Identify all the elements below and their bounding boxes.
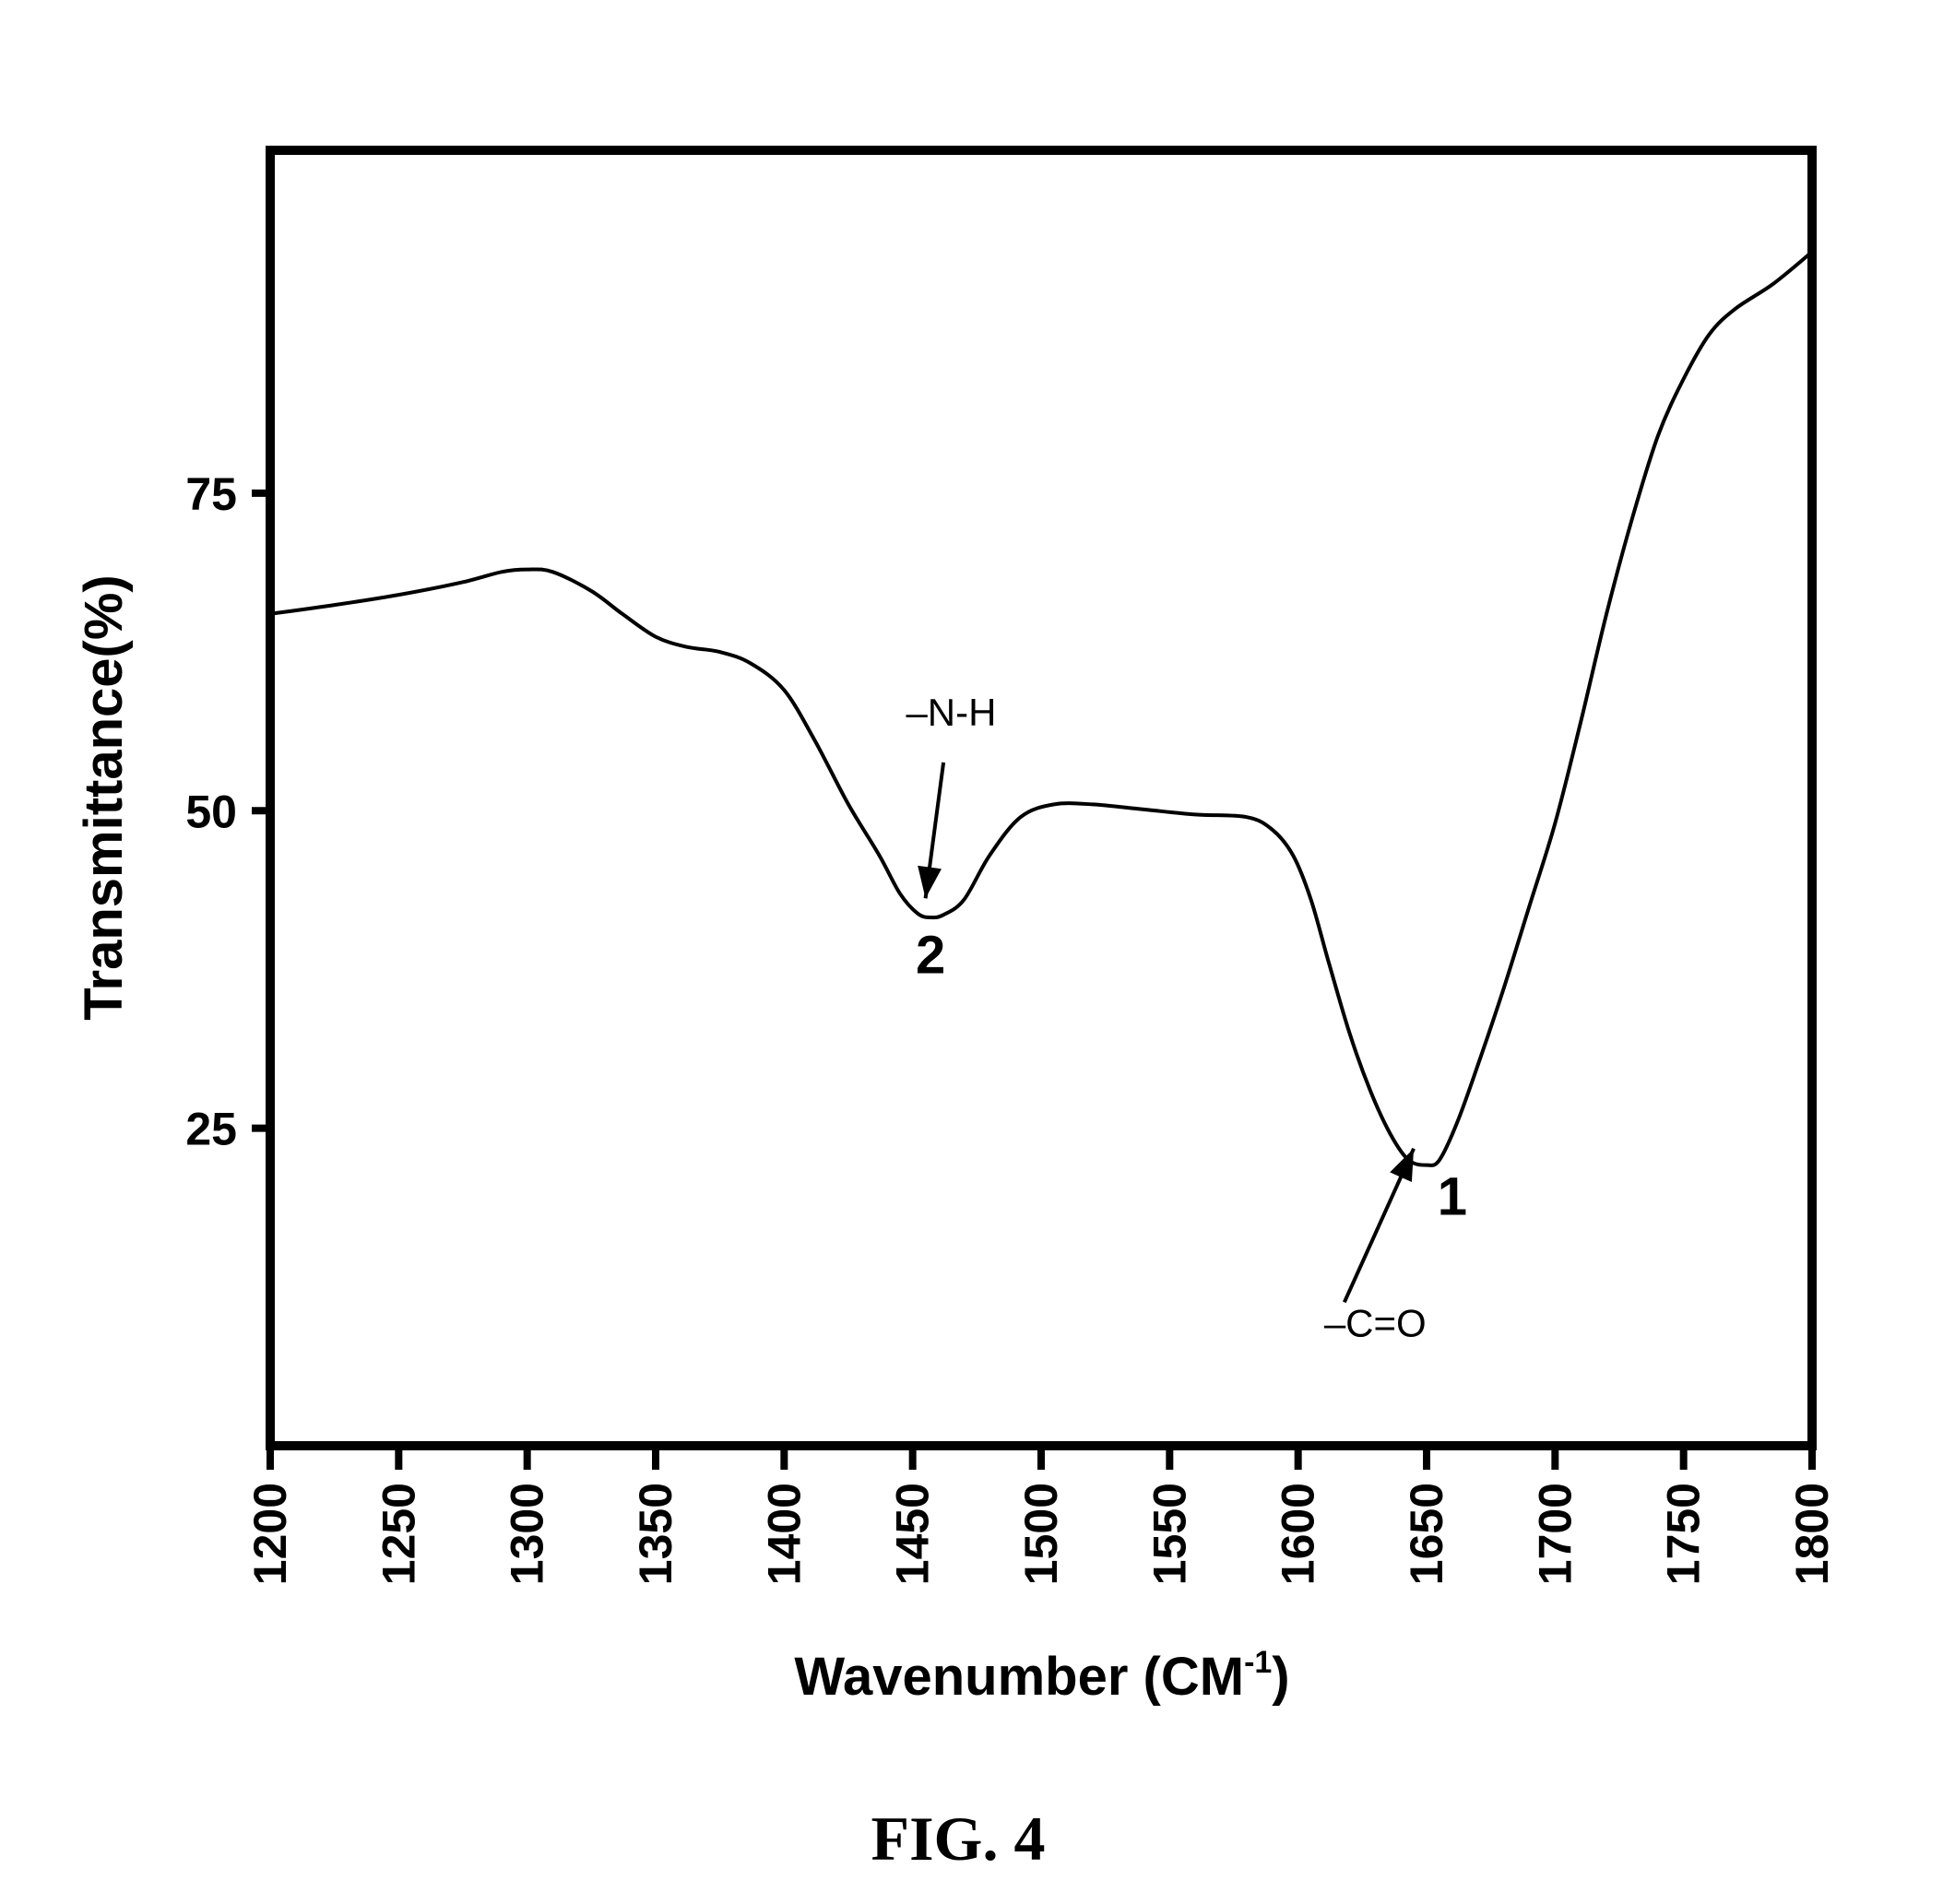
x-axis-title-main: Wavenumber (CM	[794, 1647, 1244, 1707]
x-tick-label: 1250	[373, 1483, 424, 1585]
x-axis-title-close: )	[1272, 1647, 1289, 1707]
transmittance-line	[268, 250, 1814, 1167]
peak-label-2: 2	[916, 926, 945, 986]
y-tick-label: 75	[185, 468, 237, 520]
x-tick-label: 1200	[244, 1483, 296, 1585]
x-axis-title: Wavenumber (CM-1)	[794, 1645, 1289, 1707]
group-label: –C=O	[1324, 1302, 1427, 1345]
x-tick-label: 1400	[758, 1483, 810, 1585]
plot-frame	[266, 146, 1817, 1450]
annotation-arrows	[918, 762, 1416, 1304]
x-axis-ticks: 1200 1250 1300 1350 1400 1450 1500 1550 1600 1650…	[244, 1446, 1838, 1585]
x-tick-label: 1600	[1273, 1483, 1324, 1585]
y-tick-label: 50	[185, 786, 237, 837]
annotation-arrow-2	[1343, 1147, 1416, 1304]
y-axis-title: Transmittance(%)	[74, 574, 134, 1020]
x-tick-label: 1350	[630, 1483, 681, 1585]
x-tick-label: 1450	[887, 1483, 939, 1585]
x-tick-label: 1500	[1015, 1483, 1067, 1585]
group-label: –N-H	[906, 691, 996, 734]
x-tick-label: 1650	[1401, 1483, 1452, 1585]
peak-label-1: 1	[1438, 1166, 1467, 1226]
x-tick-label: 1750	[1658, 1483, 1710, 1585]
annotation-arrow-1	[918, 762, 946, 899]
figure-caption: FIG. 4	[871, 1803, 1046, 1874]
y-tick-label: 25	[185, 1104, 237, 1155]
x-axis-title-sup: -1	[1244, 1645, 1272, 1680]
x-tick-label: 1800	[1786, 1483, 1838, 1585]
x-tick-label: 1300	[502, 1483, 553, 1585]
y-axis-ticks: 25 50 75	[185, 468, 270, 1155]
annotations: –N-H 2 1 –C=O	[906, 691, 1467, 1345]
x-tick-label: 1550	[1143, 1483, 1195, 1585]
x-tick-label: 1700	[1529, 1483, 1581, 1585]
